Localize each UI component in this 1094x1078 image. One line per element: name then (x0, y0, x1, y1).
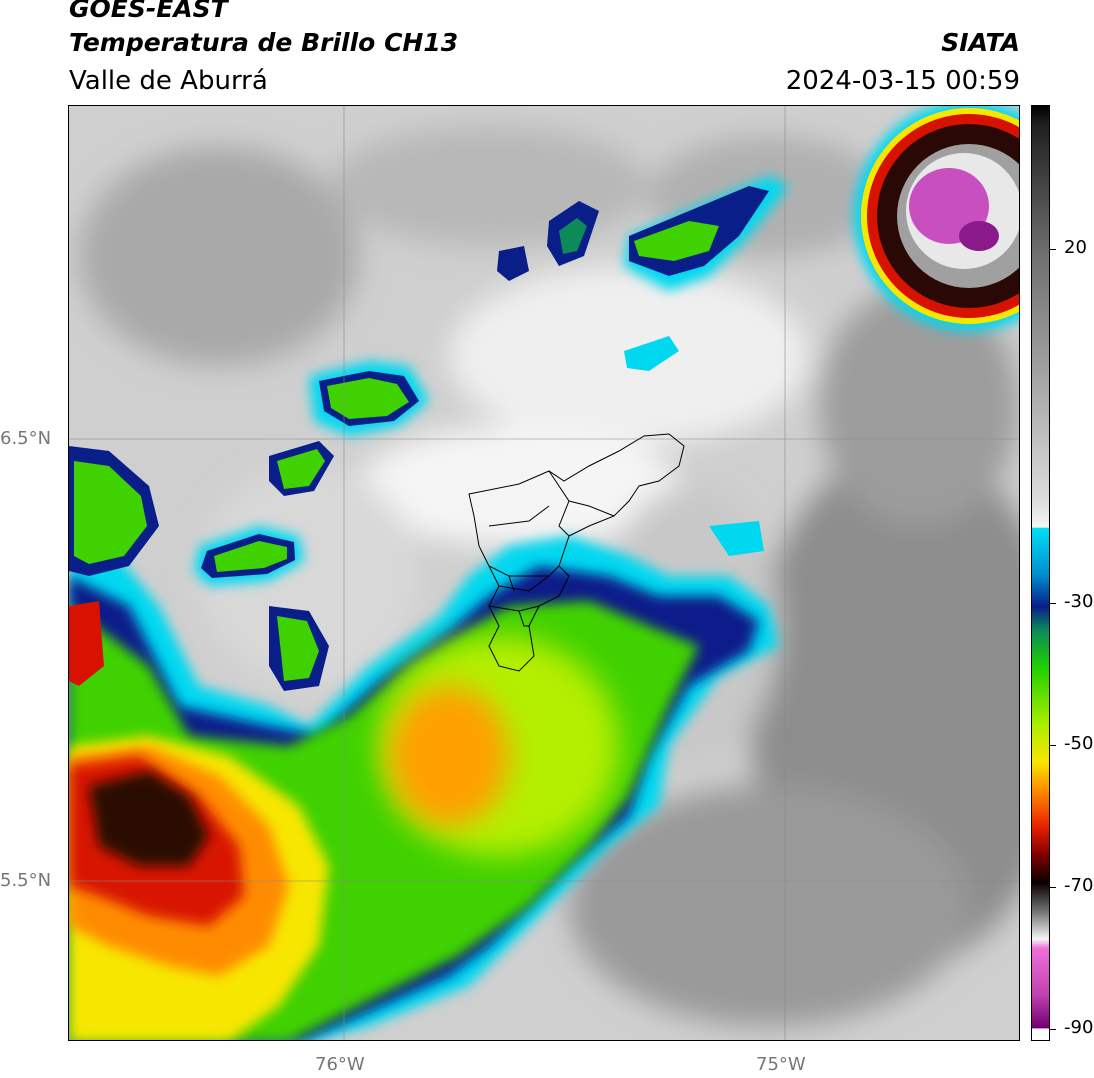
lat-label-5-5: 5.5°N (0, 870, 52, 891)
colorbar-label-minus-90: -90 (1064, 1017, 1094, 1038)
lon-label-76: 76°W (315, 1054, 365, 1075)
colorbar-gradient (1032, 106, 1049, 1040)
colorbar-tick (1050, 745, 1056, 746)
region-subtitle: Valle de Aburrá (69, 66, 268, 96)
colorbar-tick (1050, 603, 1056, 604)
convective-cloud-sw (69, 536, 779, 1040)
timestamp-label: 2024-03-15 00:59 (785, 66, 1020, 96)
brand-label: SIATA (941, 28, 1020, 57)
map-image (69, 106, 1019, 1040)
colorbar-tick (1050, 249, 1056, 250)
colorbar-tick (1050, 1029, 1056, 1030)
colorbar-tick (1050, 887, 1056, 888)
map-gridlines (69, 106, 1019, 1040)
satellite-map[interactable] (68, 105, 1020, 1041)
colorbar-label-minus-30: -30 (1064, 591, 1094, 612)
colorbar-label-20: 20 (1064, 237, 1087, 258)
lat-label-6-5: 6.5°N (0, 428, 52, 449)
lon-label-75: 75°W (756, 1054, 806, 1075)
municipality-borders (468, 433, 685, 672)
colorbar-label-minus-50: -50 (1064, 733, 1094, 754)
colorbar-label-minus-70: -70 (1064, 875, 1094, 896)
convective-cloud-ne (854, 106, 1019, 331)
satellite-title: GOES-EAST (69, 0, 228, 23)
product-title: Temperatura de Brillo CH13 (69, 28, 459, 57)
temperature-colorbar (1031, 105, 1050, 1041)
convective-cells (69, 176, 789, 691)
